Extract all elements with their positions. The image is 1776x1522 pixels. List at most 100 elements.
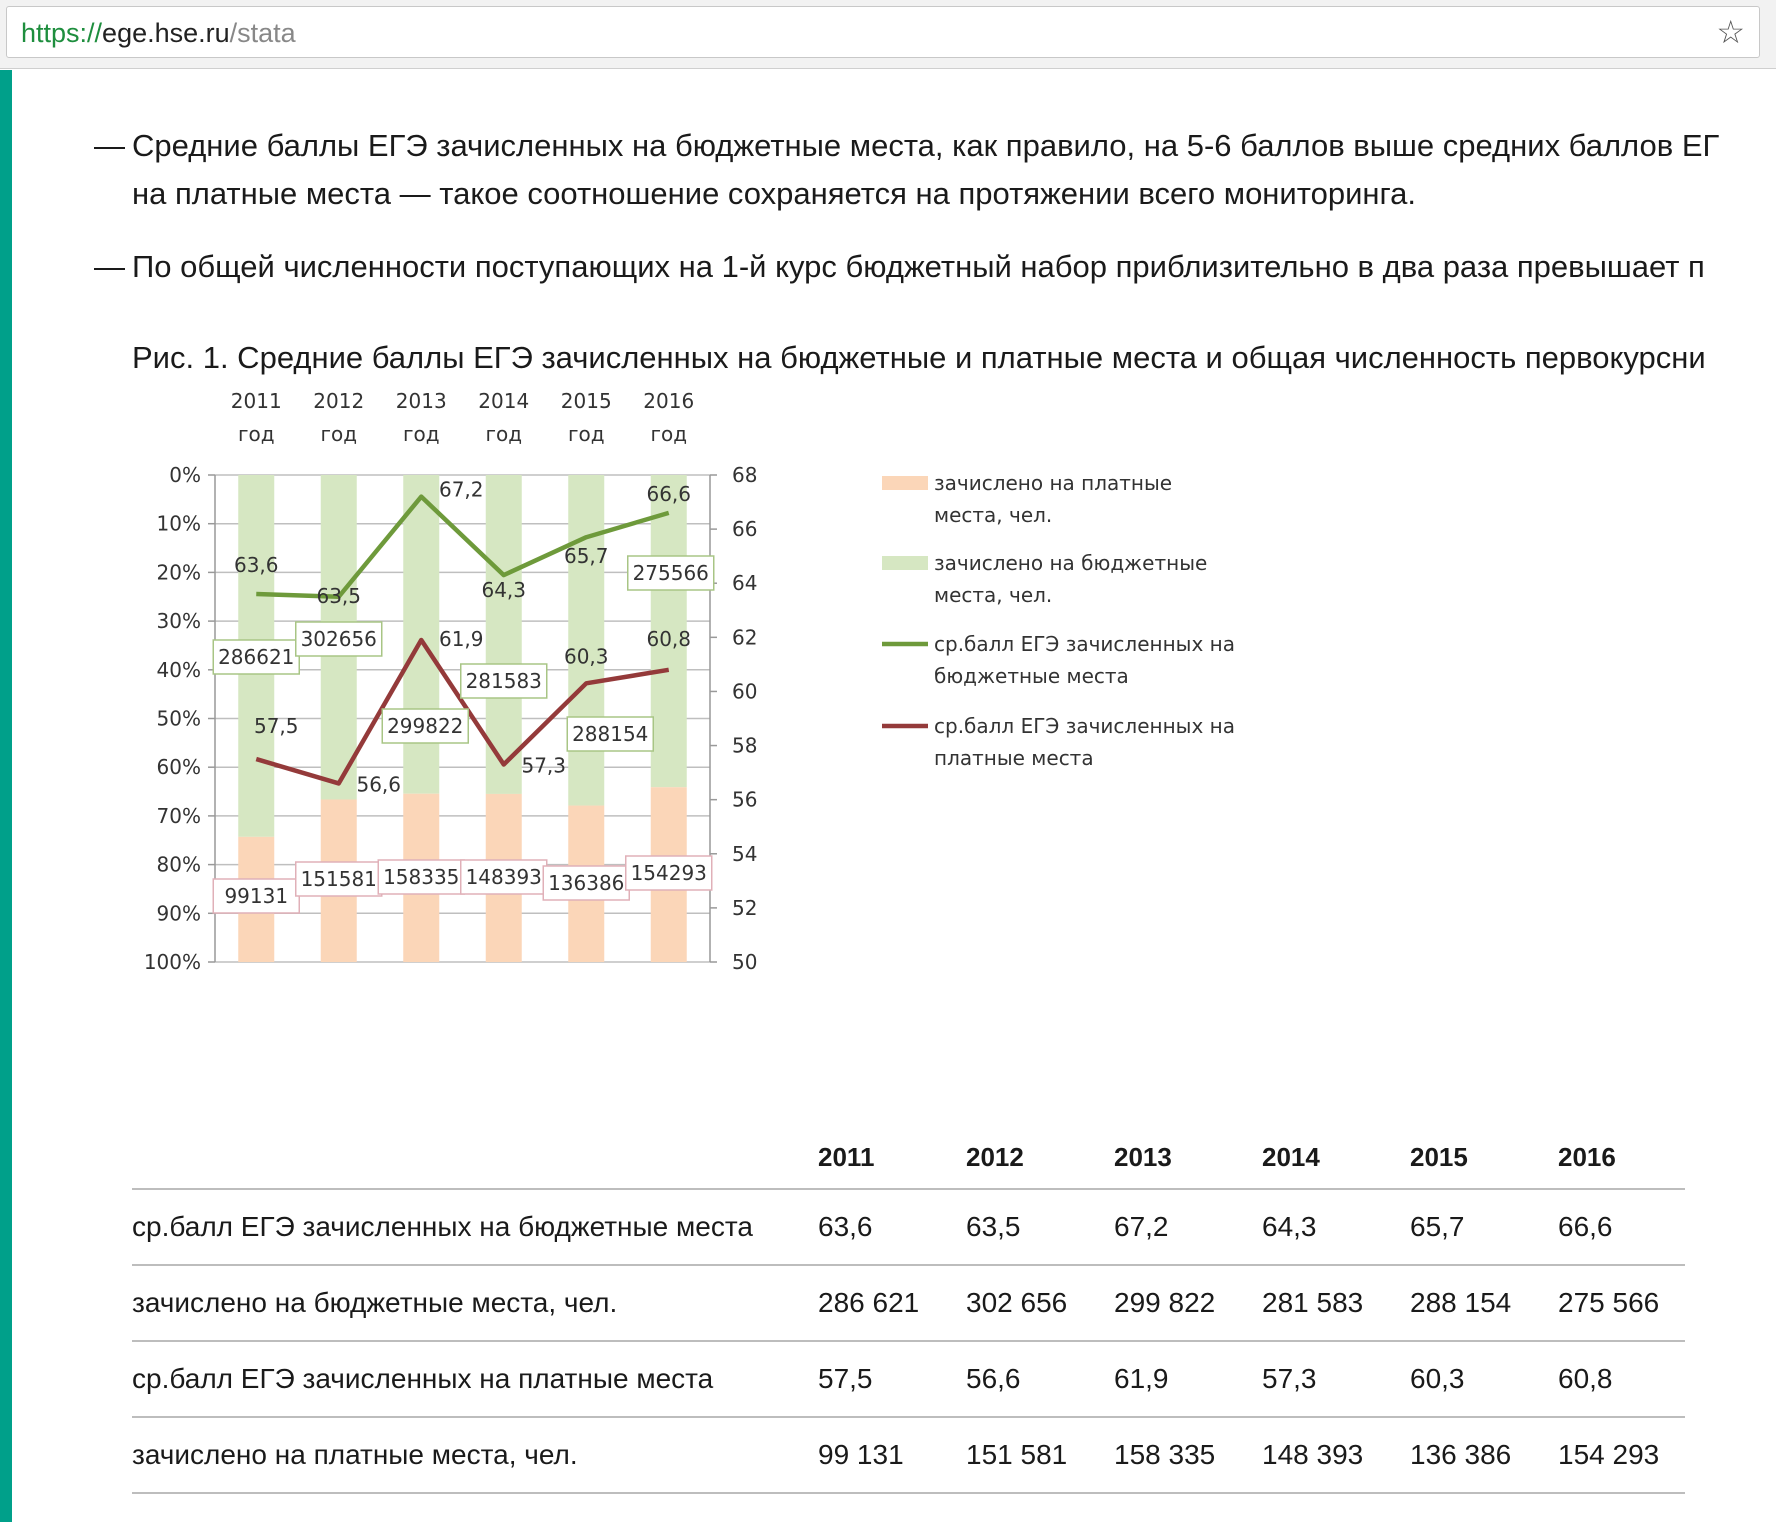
table-cell: 60,8 — [1558, 1363, 1613, 1394]
left-axis-tick-label: 50% — [157, 707, 201, 731]
data-label-budget-count-box — [381, 708, 469, 744]
data-label-paid-score: 57,3 — [521, 753, 566, 777]
table-cell: 136 386 — [1410, 1439, 1512, 1470]
table-cell: 56,6 — [966, 1363, 1021, 1394]
data-label-budget-score: 63,5 — [316, 584, 361, 608]
bar-budget — [568, 475, 605, 806]
data-label-budget-count: 288154 — [572, 722, 648, 746]
table-cell: ср.балл ЕГЭ зачисленных на платные места — [132, 1363, 714, 1394]
url-path: /stata — [229, 18, 296, 48]
star-icon[interactable]: ☆ — [1716, 14, 1745, 50]
data-table: 2011 2012 2013 2014 2015 2016 ср.балл ЕГЭ зачи… — [132, 1130, 1685, 1494]
table-cell: 57,5 — [818, 1363, 873, 1394]
table-header-cell: 2013 — [1114, 1142, 1172, 1172]
right-axis-tick-label: 54 — [732, 842, 757, 866]
category-label: 2015 — [561, 389, 612, 413]
right-axis-tick-label: 64 — [732, 571, 757, 595]
category-label: 2012 — [313, 389, 364, 413]
right-axis-tick-label: 50 — [732, 950, 757, 974]
data-label-budget-count: 281583 — [466, 669, 542, 693]
data-label-budget-score: 66,6 — [646, 482, 691, 506]
left-axis-tick-label: 20% — [157, 560, 201, 584]
table-header-cell: 2015 — [1410, 1142, 1468, 1172]
table-cell: 154 293 — [1558, 1439, 1660, 1470]
table-cell: 299 822 — [1114, 1287, 1216, 1318]
table-cell: 61,9 — [1114, 1363, 1169, 1394]
data-label-budget-score: 65,7 — [564, 544, 609, 568]
category-label: год — [320, 422, 357, 446]
table-cell: 151 581 — [966, 1439, 1068, 1470]
data-label-paid-count: 99131 — [224, 884, 288, 908]
data-label-budget-count-box — [627, 555, 715, 591]
paragraph-text: По общей численности поступающих на 1-й … — [132, 249, 1705, 284]
table-cell: 63,5 — [966, 1211, 1021, 1242]
paragraph-1: — Средние баллы ЕГЭ зачисленных на бюджет… — [94, 122, 1719, 218]
data-label-budget-count-box — [460, 663, 548, 699]
right-axis-tick-label: 58 — [732, 734, 757, 758]
data-label-budget-score: 63,6 — [234, 553, 279, 577]
data-label-paid-count-box — [625, 855, 713, 891]
right-axis-tick-label: 62 — [732, 625, 757, 649]
legend-label: зачислено на бюджетные — [934, 551, 1207, 575]
table-row: ср.балл ЕГЭ зачисленных на бюджетные мес… — [132, 1190, 1685, 1266]
data-label-paid-score: 56,6 — [356, 772, 401, 796]
table-header-cell: 2014 — [1262, 1142, 1320, 1172]
browser-toolbar: https://ege.hse.ru/stata ☆ — [0, 0, 1776, 69]
category-label: 2013 — [396, 389, 447, 413]
data-label-paid-score: 60,8 — [646, 627, 691, 651]
table-cell: 288 154 — [1410, 1287, 1512, 1318]
chart: 0% 10% 20% 30% 40% 50% 60% 70% 80% 90% 100% 68 66 64 6… — [144, 389, 1235, 974]
right-axis-tick-label: 66 — [732, 517, 757, 541]
data-label-budget-count: 286621 — [218, 645, 294, 669]
data-label-paid-count: 151581 — [301, 867, 377, 891]
paragraph-text: Средние баллы ЕГЭ зачисленных на бюджетн… — [132, 128, 1720, 163]
data-label-budget-count-box — [295, 621, 383, 657]
table-cell: 60,3 — [1410, 1363, 1465, 1394]
left-axis-tick-label: 100% — [144, 950, 201, 974]
table-row: зачислено на платные места, чел. 99 131 15… — [132, 1418, 1685, 1494]
table-cell: 302 656 — [966, 1287, 1068, 1318]
table-cell: 148 393 — [1262, 1439, 1364, 1470]
left-axis-tick-label: 30% — [157, 609, 201, 633]
category-label: год — [650, 422, 687, 446]
table-header-row: 2011 2012 2013 2014 2015 2016 — [132, 1130, 1685, 1190]
table-cell: зачислено на платные места, чел. — [132, 1439, 578, 1470]
data-label-paid-count-box — [542, 865, 630, 901]
paragraph-dash: — — [94, 249, 125, 284]
data-label-paid-score: 60,3 — [564, 644, 609, 668]
address-bar[interactable]: https://ege.hse.ru/stata ☆ — [6, 6, 1760, 58]
left-axis-tick-label: 90% — [157, 901, 201, 925]
table-cell: 158 335 — [1114, 1439, 1216, 1470]
url-text[interactable]: https://ege.hse.ru/stata — [21, 18, 296, 48]
legend-label: ср.балл ЕГЭ зачисленных на — [934, 714, 1235, 738]
line-paid-score — [255, 637, 670, 786]
data-label-paid-score: 57,5 — [254, 714, 299, 738]
table-cell: 64,3 — [1262, 1211, 1317, 1242]
data-label-budget-score: 67,2 — [439, 478, 484, 502]
figure-caption: Рис. 1. Средние баллы ЕГЭ зачисленных на… — [132, 340, 1706, 375]
legend-label: ср.балл ЕГЭ зачисленных на — [934, 632, 1235, 656]
legend-label: бюджетные места — [934, 664, 1129, 688]
data-label-paid-score: 61,9 — [439, 627, 484, 651]
data-label-budget-count: 302656 — [301, 627, 377, 651]
data-label-paid-count: 154293 — [631, 861, 707, 885]
legend-swatch — [882, 556, 928, 570]
table-cell: ср.балл ЕГЭ зачисленных на бюджетные мес… — [132, 1211, 753, 1242]
bar-budget — [650, 475, 687, 788]
table-row: ср.балл ЕГЭ зачисленных на платные места… — [132, 1342, 1685, 1418]
category-label: 2016 — [643, 389, 694, 413]
left-axis-tick-label: 10% — [157, 512, 201, 536]
left-accent-bar — [0, 70, 12, 1522]
table-header-cell: 2016 — [1558, 1142, 1616, 1172]
category-label: год — [485, 422, 522, 446]
category-label: 2014 — [478, 389, 529, 413]
table-cell: 281 583 — [1262, 1287, 1364, 1318]
data-label-budget-score: 64,3 — [481, 578, 526, 602]
data-label-paid-count-box — [377, 859, 465, 895]
legend-label: платные места — [934, 746, 1094, 770]
legend-label: зачислено на платные — [934, 471, 1172, 495]
category-label: год — [568, 422, 605, 446]
table-row: зачислено на бюджетные места, чел. 286 62… — [132, 1266, 1685, 1342]
url-scheme: https:// — [21, 18, 103, 48]
category-label: год — [238, 422, 275, 446]
